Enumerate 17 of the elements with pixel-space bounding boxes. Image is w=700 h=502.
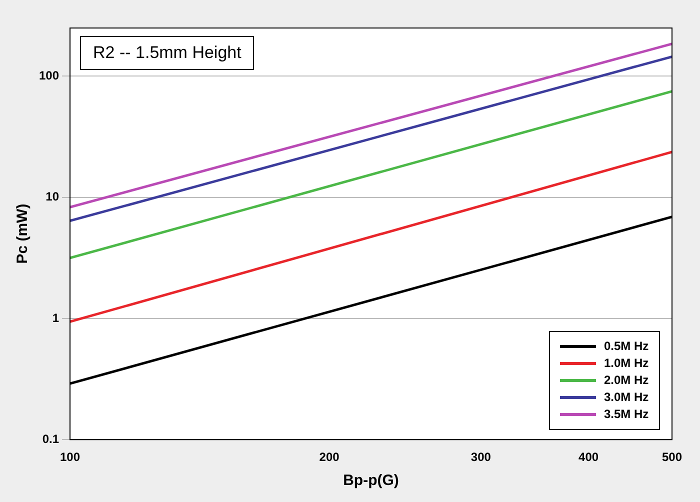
x-tick-label: 100 <box>60 450 80 464</box>
y-tick-label: 0.1 <box>42 432 60 446</box>
y-tick-label: 1 <box>52 310 60 325</box>
legend-label: 3.0M Hz <box>603 389 649 406</box>
x-tick-label: 400 <box>578 450 599 464</box>
x-tick-label: 200 <box>319 450 340 464</box>
text: R2 -- 1.5mm Height <box>80 36 254 70</box>
legend-label: 1.0M Hz <box>603 355 649 372</box>
legend-label: 0.5M Hz <box>603 338 649 355</box>
y-axis-title: Pc (mW) <box>14 204 32 264</box>
y-tick-label: 10 <box>46 190 60 204</box>
x-tick-label: 300 <box>470 450 492 464</box>
x-tick-label: 500 <box>662 450 682 464</box>
x-axis-title: Bp-p(G) <box>343 472 399 490</box>
legend-label: 3.5M Hz <box>603 406 649 423</box>
legend-label: 2.0M Hz <box>603 372 649 389</box>
y-tick-label: 100 <box>38 68 60 83</box>
